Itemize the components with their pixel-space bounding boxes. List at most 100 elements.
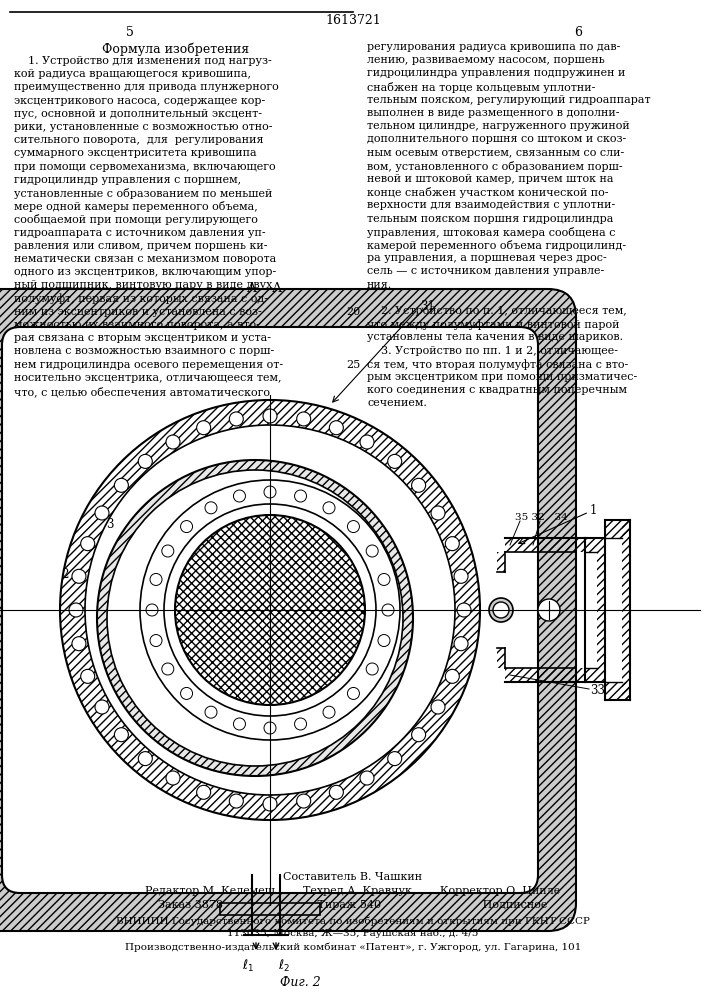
Circle shape xyxy=(382,604,394,616)
Circle shape xyxy=(264,486,276,498)
Circle shape xyxy=(81,537,95,551)
Text: кого соединения с квадратным поперечным: кого соединения с квадратным поперечным xyxy=(367,385,627,395)
Circle shape xyxy=(146,604,158,616)
Circle shape xyxy=(329,785,344,799)
Circle shape xyxy=(295,718,307,730)
Circle shape xyxy=(387,454,402,468)
Text: тельном цилиндре, нагруженного пружиной: тельном цилиндре, нагруженного пружиной xyxy=(367,121,630,131)
Text: сительного поворота,  для  регулирования: сительного поворота, для регулирования xyxy=(14,135,264,145)
Circle shape xyxy=(205,706,217,718)
Text: вом, установленного с образованием порш-: вом, установленного с образованием порш- xyxy=(367,161,623,172)
Circle shape xyxy=(411,478,426,492)
Text: гидроцилиндр управления с поршнем,: гидроцилиндр управления с поршнем, xyxy=(14,175,241,185)
Circle shape xyxy=(162,663,174,675)
Circle shape xyxy=(92,432,448,788)
Text: 6: 6 xyxy=(574,25,582,38)
Text: камерой переменного объема гидроцилинд-: камерой переменного объема гидроцилинд- xyxy=(367,240,626,251)
Circle shape xyxy=(454,637,468,651)
Text: сообщаемой при помощи регулирующего: сообщаемой при помощи регулирующего xyxy=(14,214,258,225)
Text: 1. Устройство для изменения под нагруз-: 1. Устройство для изменения под нагруз- xyxy=(14,56,271,66)
Text: регулирования радиуса кривошипа по дав-: регулирования радиуса кривошипа по дав- xyxy=(367,42,620,52)
Circle shape xyxy=(115,728,129,742)
Text: эксцентрикового насоса, содержащее кор-: эксцентрикового насоса, содержащее кор- xyxy=(14,96,265,106)
Text: А – А: А – А xyxy=(247,282,283,296)
Circle shape xyxy=(347,521,359,533)
Text: можностью их взаимного поворота, а вто-: можностью их взаимного поворота, а вто- xyxy=(14,320,260,330)
Circle shape xyxy=(229,794,243,808)
Text: ния.: ния. xyxy=(367,280,392,290)
Text: Фиг. 2: Фиг. 2 xyxy=(280,976,320,989)
Text: мере одной камеры переменного объема,: мере одной камеры переменного объема, xyxy=(14,201,258,212)
Bar xyxy=(505,538,585,552)
Text: $\ell_1$: $\ell_1$ xyxy=(242,958,254,974)
Circle shape xyxy=(60,400,480,820)
Circle shape xyxy=(366,545,378,557)
Circle shape xyxy=(323,706,335,718)
Circle shape xyxy=(233,490,245,502)
Bar xyxy=(605,520,630,538)
FancyBboxPatch shape xyxy=(0,289,576,931)
Text: гидроцилиндра управления подпружинен и: гидроцилиндра управления подпружинен и xyxy=(367,68,626,78)
Circle shape xyxy=(166,771,180,785)
Circle shape xyxy=(175,515,365,705)
Text: суммарного эксцентриситета кривошипа: суммарного эксцентриситета кривошипа xyxy=(14,148,257,158)
Text: ним из эксцентриков и установлена с воз-: ним из эксцентриков и установлена с воз- xyxy=(14,307,262,317)
Circle shape xyxy=(431,506,445,520)
Bar xyxy=(220,903,320,915)
FancyBboxPatch shape xyxy=(2,327,538,893)
Bar xyxy=(605,682,630,700)
Text: носительно эксцентрика, отличающееся тем,: носительно эксцентрика, отличающееся тем… xyxy=(14,373,281,383)
Text: равления или сливом, причем поршень ки-: равления или сливом, причем поршень ки- xyxy=(14,241,267,251)
Text: одного из эксцентриков, включающим упор-: одного из эксцентриков, включающим упор- xyxy=(14,267,276,277)
Text: что между полумуфтами и винтовой парой: что между полумуфтами и винтовой парой xyxy=(367,319,619,330)
Circle shape xyxy=(197,421,211,435)
Circle shape xyxy=(180,521,192,533)
Circle shape xyxy=(205,502,217,514)
Circle shape xyxy=(323,502,335,514)
Text: верхности для взаимодействия с уплотни-: верхности для взаимодействия с уплотни- xyxy=(367,200,615,210)
Circle shape xyxy=(180,687,192,699)
Text: Заказ 3878                           Тираж 540                             Подпи: Заказ 3878 Тираж 540 Подпи xyxy=(158,900,548,910)
Text: 5: 5 xyxy=(126,25,134,38)
Circle shape xyxy=(164,504,376,716)
Text: 1: 1 xyxy=(590,504,597,516)
Text: 3. Устройство по пп. 1 и 2, отличающее-: 3. Устройство по пп. 1 и 2, отличающее- xyxy=(367,346,618,356)
Text: ра управления, а поршневая через дрос-: ра управления, а поршневая через дрос- xyxy=(367,253,607,263)
Bar xyxy=(622,520,630,700)
Text: кой радиуса вращающегося кривошипа,: кой радиуса вращающегося кривошипа, xyxy=(14,69,251,79)
Circle shape xyxy=(166,435,180,449)
Circle shape xyxy=(454,569,468,583)
Text: ВНИИПИ Государственного комитета по изобретениям и открытиям при ГКНТ СССР: ВНИИПИ Государственного комитета по изоб… xyxy=(116,916,590,926)
Circle shape xyxy=(297,794,310,808)
Text: пус, основной и дополнительный эксцент-: пус, основной и дополнительный эксцент- xyxy=(14,109,262,119)
Text: 2: 2 xyxy=(62,568,69,582)
Text: Формула изобретения: Формула изобретения xyxy=(103,42,250,55)
Circle shape xyxy=(264,722,276,734)
Circle shape xyxy=(69,603,83,617)
Text: выполнен в виде размещенного в дополни-: выполнен в виде размещенного в дополни- xyxy=(367,108,619,118)
Circle shape xyxy=(360,771,374,785)
Text: рая связана с вторым эксцентриком и уста-: рая связана с вторым эксцентриком и уста… xyxy=(14,333,271,343)
Circle shape xyxy=(107,470,403,766)
Circle shape xyxy=(378,573,390,585)
Circle shape xyxy=(197,785,211,799)
Text: снабжен на торце кольцевым уплотни-: снабжен на торце кольцевым уплотни- xyxy=(367,82,595,93)
Bar xyxy=(597,552,605,668)
Text: Производственно-издательский комбинат «Патент», г. Ужгород, ул. Гагарина, 101: Производственно-издательский комбинат «П… xyxy=(125,942,581,952)
Text: тельным пояском поршня гидроцилиндра: тельным пояском поршня гидроцилиндра xyxy=(367,214,614,224)
Circle shape xyxy=(263,409,277,423)
Circle shape xyxy=(263,797,277,811)
Circle shape xyxy=(139,454,152,468)
Circle shape xyxy=(457,603,471,617)
Text: 20: 20 xyxy=(346,307,360,317)
Circle shape xyxy=(445,537,460,551)
Circle shape xyxy=(347,687,359,699)
Bar xyxy=(585,668,605,682)
Text: преимущественно для привода плунжерного: преимущественно для привода плунжерного xyxy=(14,82,279,92)
Circle shape xyxy=(431,700,445,714)
Circle shape xyxy=(295,490,307,502)
Circle shape xyxy=(97,460,413,776)
Circle shape xyxy=(115,478,129,492)
Text: тельным пояском, регулирующий гидроаппарат: тельным пояском, регулирующий гидроаппар… xyxy=(367,95,650,105)
Text: рым эксцентриком при помощи призматичес-: рым эксцентриком при помощи призматичес- xyxy=(367,372,637,382)
